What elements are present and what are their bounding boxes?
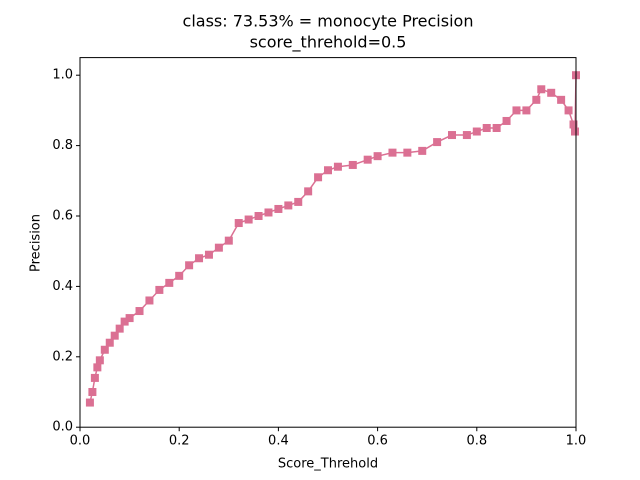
marker [571, 127, 580, 136]
x-tick-label: 0.0 [70, 434, 91, 449]
marker [492, 124, 501, 132]
x-tick-label: 0.4 [268, 434, 289, 449]
marker [462, 131, 471, 140]
x-axis-label: Score_Threhold [278, 457, 378, 472]
marker [100, 345, 109, 354]
marker [135, 307, 144, 316]
marker [433, 138, 442, 147]
marker [557, 95, 566, 104]
y-axis-label: Precision [29, 214, 44, 272]
marker [547, 88, 556, 97]
marker [165, 278, 174, 287]
marker [388, 148, 397, 157]
marker [324, 166, 332, 175]
x-tick-label: 0.6 [367, 434, 388, 449]
marker [254, 212, 263, 220]
marker [314, 173, 323, 182]
marker [105, 338, 114, 347]
chart-title: class: 73.53% = monocyte Precision [183, 12, 474, 31]
chart-subtitle: score_threhold=0.5 [250, 33, 407, 53]
marker [284, 201, 293, 210]
marker [125, 314, 134, 323]
y-tick-label: 1.0 [52, 68, 73, 83]
marker [115, 324, 124, 333]
marker [363, 155, 372, 164]
marker [294, 197, 303, 206]
marker [482, 124, 491, 132]
marker [195, 254, 204, 263]
marker [234, 219, 243, 228]
marker [502, 116, 511, 125]
marker [110, 331, 119, 340]
marker [373, 152, 382, 161]
marker [564, 106, 573, 115]
marker [537, 85, 546, 94]
x-tick-label: 0.8 [466, 434, 487, 449]
marker [85, 398, 94, 407]
plot-frame [79, 57, 577, 428]
marker [532, 95, 541, 104]
marker [145, 296, 154, 305]
marker [88, 388, 97, 396]
marker [90, 373, 99, 382]
marker [448, 131, 456, 140]
marker [472, 127, 481, 136]
marker [175, 271, 184, 280]
marker [224, 236, 233, 245]
marker [522, 106, 531, 115]
marker [403, 148, 412, 157]
marker [348, 160, 357, 169]
y-tick-label: 0.6 [52, 209, 73, 224]
y-tick-label: 0.2 [52, 349, 73, 364]
marker [512, 106, 521, 115]
marker [418, 146, 427, 155]
marker [185, 261, 194, 270]
marker [244, 215, 253, 224]
marker [569, 120, 578, 129]
marker [333, 162, 342, 171]
marker [304, 187, 313, 196]
marker [204, 250, 213, 259]
marker [120, 317, 129, 326]
x-tick-label: 1.0 [566, 434, 587, 449]
marker [214, 243, 223, 252]
marker [274, 204, 283, 213]
y-tick-label: 0.8 [52, 138, 73, 153]
marker [95, 356, 104, 365]
marker [155, 285, 164, 294]
y-tick-label: 0.0 [52, 420, 73, 435]
marker [264, 208, 273, 217]
x-tick-label: 0.2 [169, 434, 190, 449]
y-tick-label: 0.4 [52, 279, 73, 294]
marker [93, 363, 102, 372]
